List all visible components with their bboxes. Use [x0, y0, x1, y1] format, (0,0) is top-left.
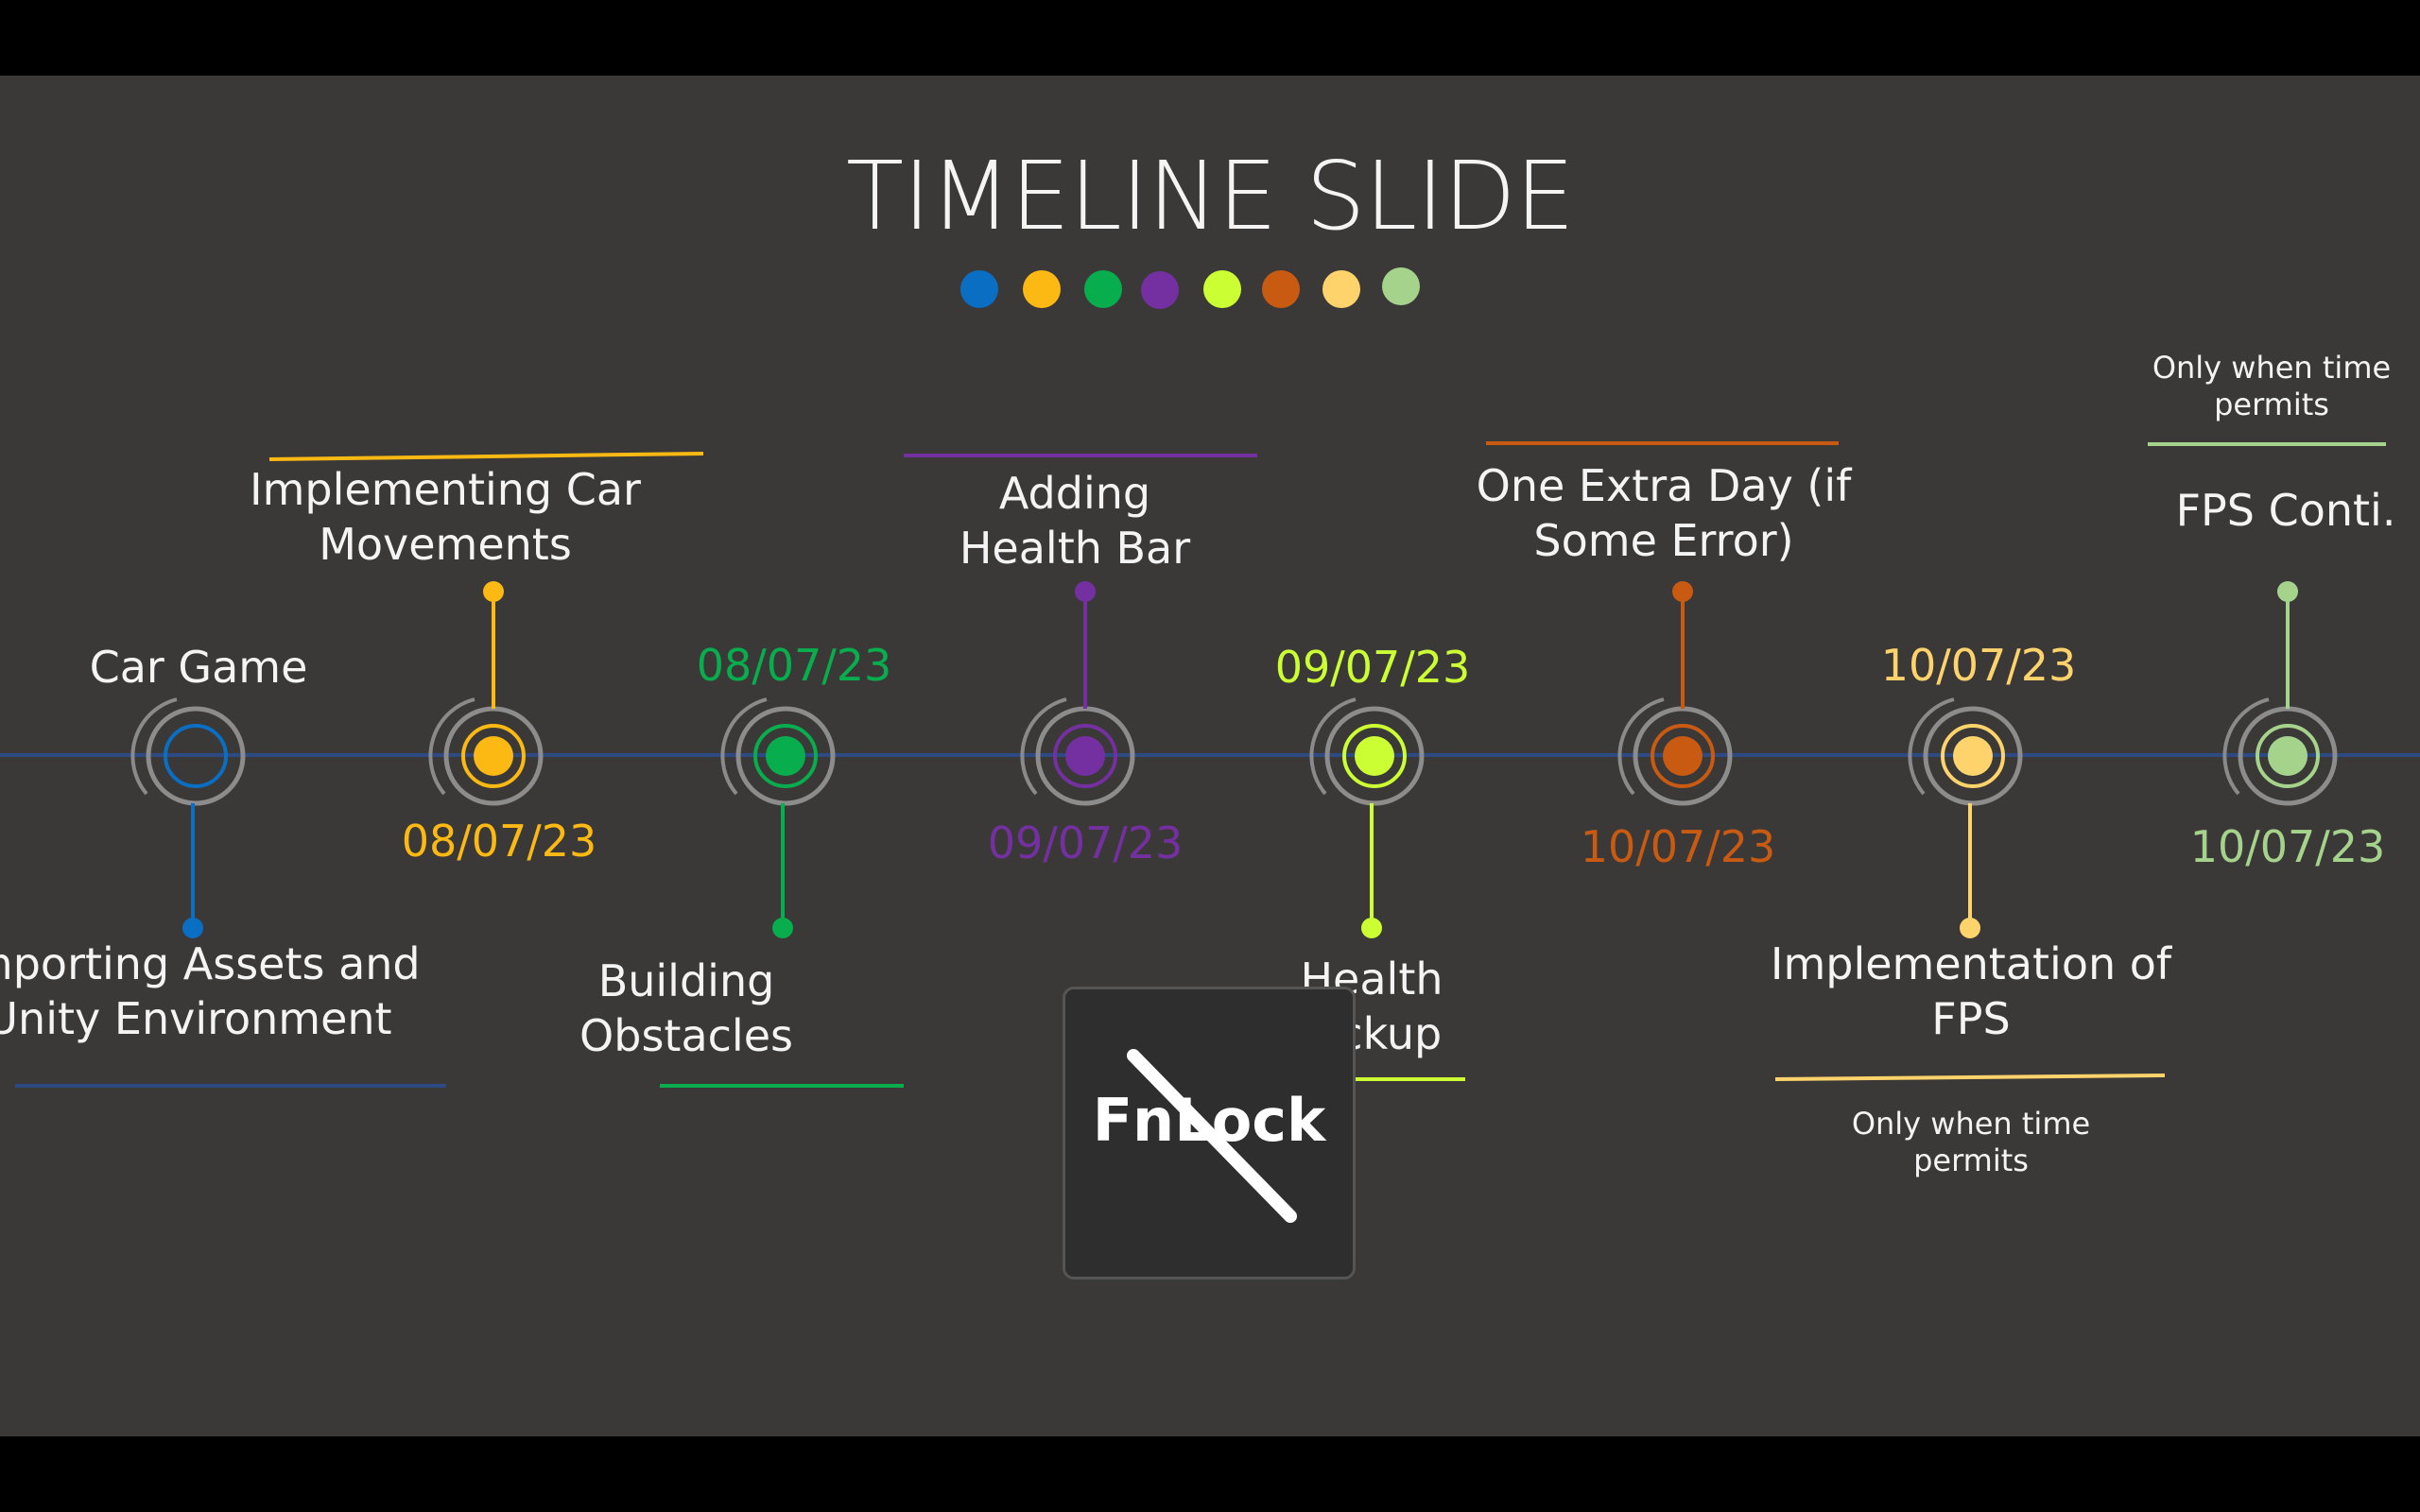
- fnlock-osd-popup: FnLock: [1063, 987, 1356, 1280]
- palette-dot-5: [1203, 270, 1241, 308]
- pin-2: [483, 581, 504, 602]
- node-dot-3: [766, 736, 805, 776]
- palette-dot-3: [1084, 270, 1122, 308]
- node-ring-5: [1324, 706, 1425, 806]
- node-dot-4: [1065, 736, 1105, 776]
- label-rule-7: [1774, 1074, 2166, 1081]
- pin-7: [1960, 918, 1980, 938]
- label-building-obstacles: Building Obstacles: [579, 955, 793, 1061]
- label-implementing-car-movements: Implementing Car Movements: [250, 464, 641, 570]
- node-ring-1: [146, 706, 246, 806]
- label-rule-2: [268, 452, 704, 461]
- node-color-ring-3: [753, 724, 818, 788]
- node-color-ring-6: [1651, 724, 1715, 788]
- label-fps-conti: FPS Conti.: [2175, 485, 2396, 536]
- node-arc-3: [720, 697, 768, 796]
- fnlock-label: FnLock: [1092, 1086, 1326, 1155]
- date-milestone-2: 08/07/23: [401, 816, 597, 867]
- date-milestone-7: 10/07/23: [1880, 640, 2077, 691]
- date-milestone-4: 09/07/23: [987, 817, 1184, 868]
- pin-4: [1075, 581, 1096, 602]
- node-arc-5: [1309, 697, 1357, 796]
- node-dot-2: [474, 736, 513, 776]
- date-milestone-8: 10/07/23: [2189, 821, 2386, 872]
- node-dot-8: [2268, 736, 2308, 776]
- node-arc-7: [1908, 697, 1955, 796]
- pin-1: [182, 918, 203, 938]
- node-dot-7: [1953, 736, 1993, 776]
- date-milestone-6: 10/07/23: [1580, 821, 1776, 872]
- label-implementation-of-fps: Implementation of FPS: [1770, 938, 2172, 1044]
- fnlock-off-icon: [1127, 1049, 1297, 1223]
- pin-5: [1361, 918, 1382, 938]
- palette-dot-2: [1023, 270, 1061, 308]
- node-color-ring-1: [164, 724, 228, 788]
- node-color-ring-7: [1941, 724, 2005, 788]
- node-dot-5: [1355, 736, 1394, 776]
- node-color-ring-4: [1053, 724, 1117, 788]
- node-ring-3: [735, 706, 836, 806]
- palette-dot-4: [1141, 271, 1179, 309]
- timeline-diagram: [0, 267, 2420, 1088]
- date-milestone-5: 09/07/23: [1274, 642, 1471, 693]
- slide-title: TIMELINE SLIDE: [846, 141, 1575, 251]
- timeline-slide: TIMELINE SLIDE Car Game Importing Assets…: [0, 76, 2420, 1436]
- node-color-ring-5: [1342, 724, 1407, 788]
- palette-dot-6: [1262, 270, 1300, 308]
- note-only-when-time-permits-1: Only when time permits: [1851, 1106, 2091, 1179]
- palette-dot-7: [1322, 270, 1360, 308]
- node-arc-8: [2222, 697, 2270, 796]
- note-only-when-time-permits-2: Only when time permits: [2152, 350, 2392, 423]
- node-dot-6: [1663, 736, 1703, 776]
- node-arc-4: [1020, 697, 1067, 796]
- caption-importing-assets: Importing Assets and Unity Environment: [0, 938, 421, 1044]
- label-adding-health-bar: Adding Health Bar: [959, 468, 1191, 574]
- date-milestone-3: 08/07/23: [696, 640, 892, 691]
- node-ring-7: [1923, 706, 2023, 806]
- palette-dot-1: [960, 270, 998, 308]
- node-arc-6: [1617, 697, 1665, 796]
- label-one-extra-day: One Extra Day (if Some Error): [1476, 460, 1852, 566]
- node-arc-1: [130, 697, 178, 796]
- pin-8: [2277, 581, 2298, 602]
- node-color-ring-2: [461, 724, 526, 788]
- node-arc-2: [428, 697, 475, 796]
- pin-6: [1672, 581, 1693, 602]
- node-color-ring-8: [2256, 724, 2320, 788]
- pin-3: [772, 918, 793, 938]
- palette-dot-8: [1382, 267, 1420, 305]
- label-car-game: Car Game: [89, 642, 308, 693]
